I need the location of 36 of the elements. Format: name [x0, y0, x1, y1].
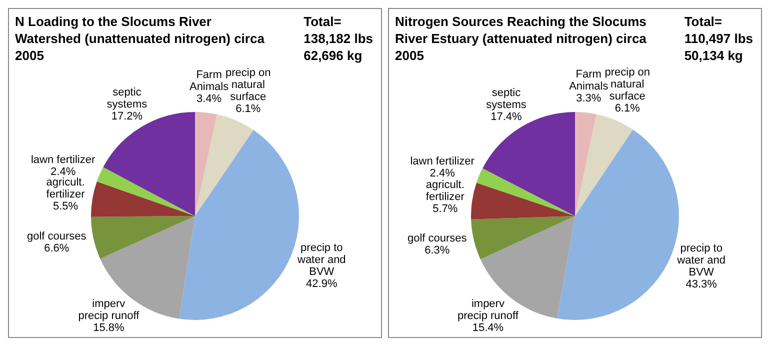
slice-label: lawn fertilizer: [30, 154, 96, 166]
data-label: 42.9%: [306, 278, 338, 290]
slice-label: golf courses: [407, 232, 468, 244]
text: 110,497 lbs: [684, 30, 753, 47]
slice-label: imperv precip runoff: [457, 298, 520, 322]
slice-label: imperv precip runoff: [78, 298, 140, 322]
data-label: 2.4%: [50, 166, 76, 178]
data-label: 3.4%: [196, 92, 222, 105]
data-label: 6.3%: [424, 244, 450, 256]
data-label: 3.3%: [576, 92, 602, 105]
slice-label: septic systems: [486, 87, 527, 112]
data-label: 6.6%: [44, 242, 70, 255]
slice-label: precip to water and BVW: [296, 242, 346, 278]
data-label: 5.5%: [52, 200, 78, 213]
data-label: 15.8%: [93, 322, 124, 334]
slice-label: agricult. fertilizer: [426, 179, 465, 204]
data-label: 17.4%: [490, 111, 522, 124]
data-label: 6.1%: [614, 102, 640, 115]
chart-title: Nitrogen Sources Reaching the Slocums River Estuary (attenuated nitrogen) circa 2005: [395, 13, 648, 64]
data-label: 5.7%: [432, 203, 458, 216]
text: Total=: [304, 13, 342, 30]
slice-label: precip to water and BVW: [676, 242, 726, 279]
slice-label: lawn fertilizer: [410, 156, 475, 168]
chart-title: N Loading to the Slocums River Watershed (unattenuated nitrogen) circa 2005: [15, 13, 266, 64]
text: 62,696 kg: [304, 47, 364, 64]
slice-label: golf courses: [26, 230, 87, 243]
slice-label: septic systems: [106, 86, 148, 111]
data-label: 15.4%: [472, 322, 504, 334]
slice-label: agricult. fertilizer: [46, 176, 86, 201]
data-label: 17.2%: [111, 110, 143, 123]
text: Total=: [684, 13, 724, 30]
data-label: 6.1%: [236, 103, 261, 116]
data-label: 43.3%: [686, 278, 718, 291]
text: 50,134 kg: [684, 47, 744, 64]
text: 138,182 lbs: [304, 30, 373, 47]
data-label: 2.4%: [430, 168, 456, 180]
